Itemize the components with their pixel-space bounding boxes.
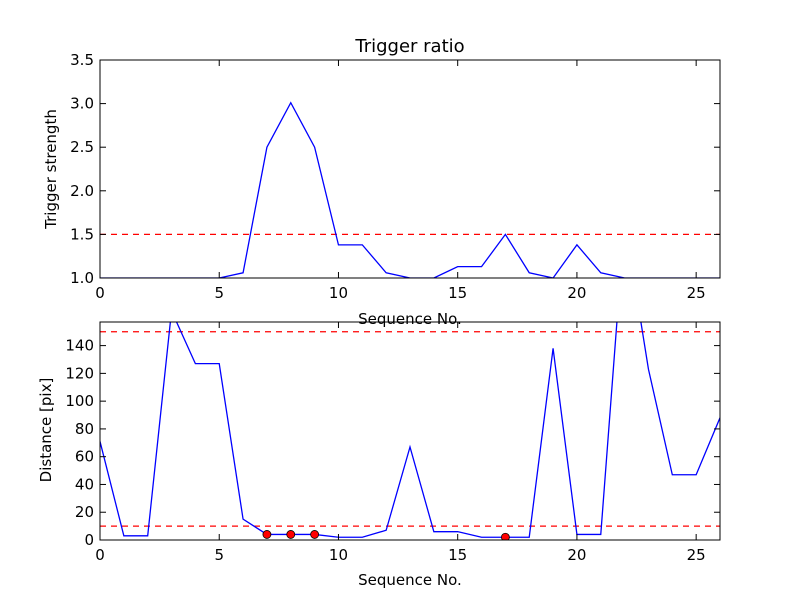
x-tick-label: 0 xyxy=(95,546,105,564)
series-line xyxy=(100,322,720,538)
axes-frame xyxy=(99,321,721,541)
y-tick-label: 120 xyxy=(65,364,94,382)
y-tick-label: 40 xyxy=(75,475,94,493)
y-axis-label: Distance [pix] xyxy=(37,378,55,483)
x-tick-label: 25 xyxy=(687,546,706,564)
y-tick-label: 1.5 xyxy=(70,225,94,243)
x-tick-label: 5 xyxy=(214,284,224,302)
trigger-ratio-chart: Trigger ratio Sequence No. Trigger stren… xyxy=(42,36,721,328)
y-tick-label: 80 xyxy=(75,420,94,438)
x-tick-label: 5 xyxy=(214,546,224,564)
x-tick-label: 15 xyxy=(448,546,467,564)
data-point-marker xyxy=(262,530,272,539)
data-point-marker xyxy=(500,532,510,540)
y-axis-label: Trigger strength xyxy=(42,109,60,230)
plot-area xyxy=(100,322,720,540)
y-tick-label: 2.5 xyxy=(70,138,94,156)
chart-title: Trigger ratio xyxy=(354,36,464,57)
y-tick-label: 140 xyxy=(65,337,94,355)
axes-frame xyxy=(99,59,721,279)
x-tick-label: 15 xyxy=(448,284,467,302)
x-tick-label: 10 xyxy=(329,546,348,564)
data-point-marker xyxy=(286,530,296,539)
y-tick-label: 0 xyxy=(84,531,94,549)
x-tick-label: 10 xyxy=(329,284,348,302)
x-tick-label: 0 xyxy=(95,284,105,302)
distance-chart: Sequence No. Distance [pix] 0 5 10 15 20 25 0 2… xyxy=(37,321,721,589)
data-point-marker xyxy=(310,530,320,539)
plot-area xyxy=(100,101,720,278)
y-tick-label: 60 xyxy=(75,448,94,466)
y-tick-label: 1.0 xyxy=(70,269,94,287)
series-line xyxy=(100,101,720,278)
x-tick-label: 25 xyxy=(687,284,706,302)
x-tick-label: 20 xyxy=(567,546,586,564)
y-tick-label: 100 xyxy=(65,392,94,410)
x-axis-label: Sequence No. xyxy=(358,571,462,589)
y-tick-label: 3.5 xyxy=(70,51,94,69)
y-tick-label: 3.0 xyxy=(70,95,94,113)
y-tick-label: 20 xyxy=(75,503,94,521)
x-tick-label: 20 xyxy=(567,284,586,302)
x-axis-label: Sequence No. xyxy=(358,310,462,328)
y-tick-label: 2.0 xyxy=(70,182,94,200)
